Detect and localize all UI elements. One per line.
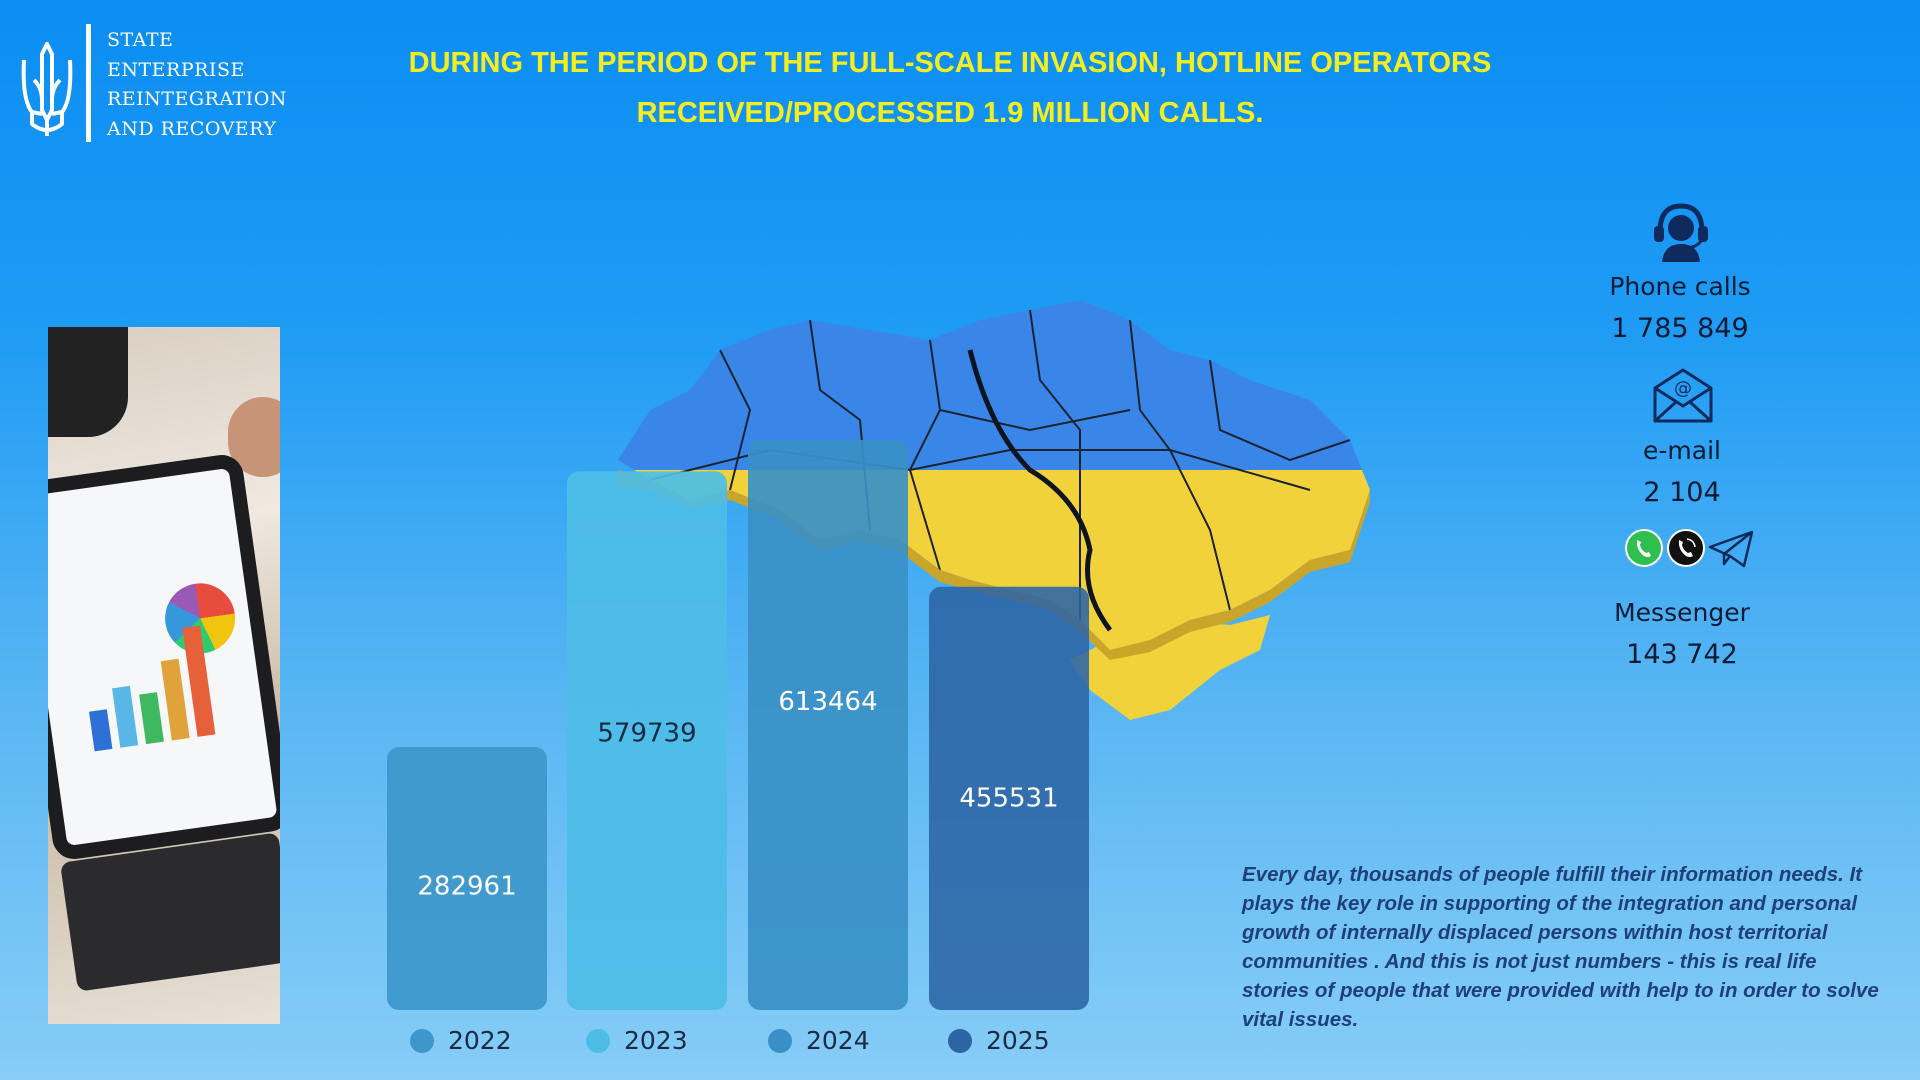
viber-icon <box>1667 529 1705 567</box>
legend-item-2022: 2022 <box>410 1026 512 1055</box>
legend-item-2024: 2024 <box>768 1026 870 1055</box>
photo-bar <box>89 709 113 752</box>
logo: STATE ENTERPRISE REINTEGRATION AND RECOV… <box>18 24 287 144</box>
map-yellow-half <box>618 470 1370 720</box>
stat-value: 143 742 <box>1626 639 1738 670</box>
photo-bar <box>139 692 164 745</box>
organization-name-line: ENTERPRISE <box>107 58 245 81</box>
whatsapp-icon <box>1625 529 1663 567</box>
svg-text:@: @ <box>1674 378 1692 399</box>
envelope-at-icon: @ <box>1653 368 1713 423</box>
info-paragraph: Every day, thousands of people fulfill t… <box>1242 863 1879 1031</box>
photo-sleeve <box>48 327 128 437</box>
stat-label: Messenger <box>1614 598 1750 627</box>
headset-operator-icon <box>1654 203 1708 262</box>
stat-value: 2 104 <box>1643 477 1721 508</box>
map-blue-half <box>618 300 1370 470</box>
logo-divider <box>86 24 91 142</box>
stat-messenger: Messenger 143 742 <box>1602 598 1762 670</box>
legend-label: 2022 <box>448 1026 512 1055</box>
telegram-icon <box>1708 530 1754 568</box>
office-tablet-photo <box>48 327 280 1024</box>
dnipro-river <box>967 349 1113 632</box>
legend-label: 2023 <box>624 1026 688 1055</box>
legend-dot <box>410 1028 434 1053</box>
bar-2022 <box>387 747 547 1010</box>
stat-label: e-mail <box>1643 436 1721 465</box>
stat-value: 1 785 849 <box>1611 313 1749 344</box>
organization-name-line: AND RECOVERY <box>107 117 277 140</box>
legend-dot <box>948 1028 972 1053</box>
legend-dot <box>586 1028 610 1053</box>
photo-bar <box>112 685 139 748</box>
organization-name-line: REINTEGRATION <box>107 88 287 110</box>
organization-name: STATE ENTERPRISE REINTEGRATION AND RECOV… <box>107 24 287 144</box>
bar-value-label-2022: 282961 <box>417 872 516 902</box>
organization-name-line: STATE <box>107 29 174 51</box>
headline: DURING THE PERIOD OF THE FULL-SCALE INVA… <box>360 38 1540 138</box>
legend-label: 2025 <box>986 1026 1050 1055</box>
legend-item-2025: 2025 <box>948 1026 1050 1055</box>
photo-tablet-screen <box>48 467 278 847</box>
stat-phone-calls: Phone calls 1 785 849 <box>1600 272 1760 344</box>
legend-item-2023: 2023 <box>586 1026 688 1055</box>
headline-line-1: DURING THE PERIOD OF THE FULL-SCALE INVA… <box>408 47 1492 79</box>
stat-email: e-mail 2 104 <box>1602 436 1762 508</box>
stat-label: Phone calls <box>1609 272 1751 301</box>
photo-bar <box>160 658 190 741</box>
trident-emblem-icon <box>21 42 73 136</box>
legend-label: 2024 <box>806 1026 870 1055</box>
legend-dot <box>768 1028 792 1053</box>
photo-tablet <box>48 452 280 862</box>
headline-line-2: RECEIVED/PROCESSED 1.9 MILLION CALLS. <box>636 97 1264 129</box>
ukraine-map <box>618 300 1370 720</box>
